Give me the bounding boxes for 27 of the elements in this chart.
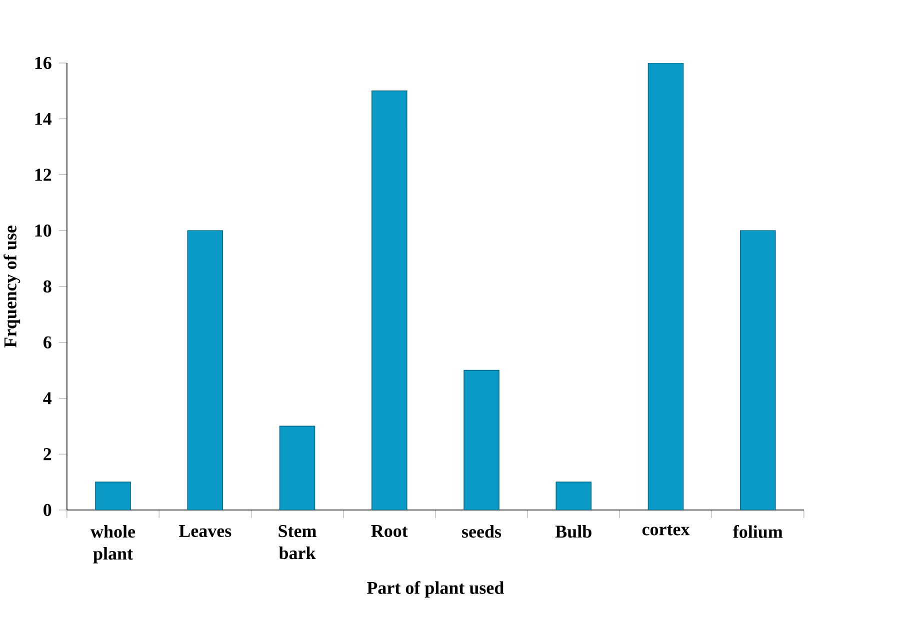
bar bbox=[95, 482, 131, 510]
y-tick-label: 16 bbox=[35, 56, 52, 70]
x-axis-title: Part of plant used bbox=[367, 581, 504, 598]
y-axis-title: Frquency of use bbox=[4, 226, 20, 348]
x-tick-label: folium bbox=[732, 525, 783, 538]
bar bbox=[279, 426, 316, 510]
y-tick-label: 0 bbox=[44, 504, 52, 516]
bar bbox=[464, 370, 500, 510]
y-tick-label: 6 bbox=[44, 336, 52, 348]
bar bbox=[648, 62, 684, 510]
y-tick-label: 12 bbox=[35, 168, 52, 181]
y-tick-label: 2 bbox=[44, 448, 52, 460]
x-tick-label: Root bbox=[371, 525, 408, 538]
bar bbox=[740, 230, 776, 510]
bar bbox=[556, 482, 592, 510]
bar bbox=[187, 230, 224, 510]
y-tick-label: 4 bbox=[43, 392, 52, 404]
y-tick-label: 8 bbox=[43, 280, 52, 293]
x-tick-label: Leaves bbox=[178, 525, 232, 538]
x-tick-label: Stem bark bbox=[278, 525, 316, 560]
x-tick-label: whole plant bbox=[90, 525, 136, 564]
y-tick-label: 14 bbox=[35, 112, 52, 125]
x-tick-label: seeds bbox=[462, 525, 502, 538]
bar bbox=[371, 90, 408, 510]
x-tick-label: Bulb bbox=[555, 525, 592, 538]
y-tick-label: 10 bbox=[35, 224, 52, 237]
x-tick-label: cortex bbox=[642, 525, 690, 536]
